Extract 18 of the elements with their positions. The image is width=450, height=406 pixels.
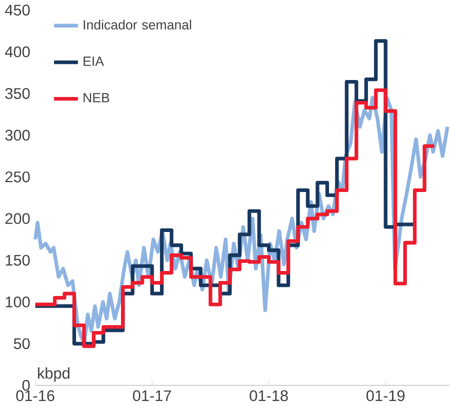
y-tick-label: 100 [6,296,30,308]
legend-label: EIA [84,56,104,66]
x-tick-label: 01-16 [16,390,54,402]
x-tick-label: 01-18 [250,390,288,402]
y-tick-label: 0 [22,380,30,391]
y-tick-label: 400 [5,46,30,58]
y-tick-label: 200 [5,213,30,224]
x-tick-label: 01-19 [366,390,405,402]
x-tick-label: 01-17 [132,390,171,402]
legend-label: NEB [84,93,110,102]
y-tick-label: 350 [5,88,30,100]
legend-label: Indicador semanal [84,20,192,30]
y-tick-label: 250 [5,172,30,182]
y-tick-label: 300 [5,130,30,141]
y-tick-label: 50 [14,338,30,350]
y-tick-label: 150 [6,254,30,266]
annotation: kbpd [38,367,70,382]
y-tick-label: 450 [5,4,30,16]
